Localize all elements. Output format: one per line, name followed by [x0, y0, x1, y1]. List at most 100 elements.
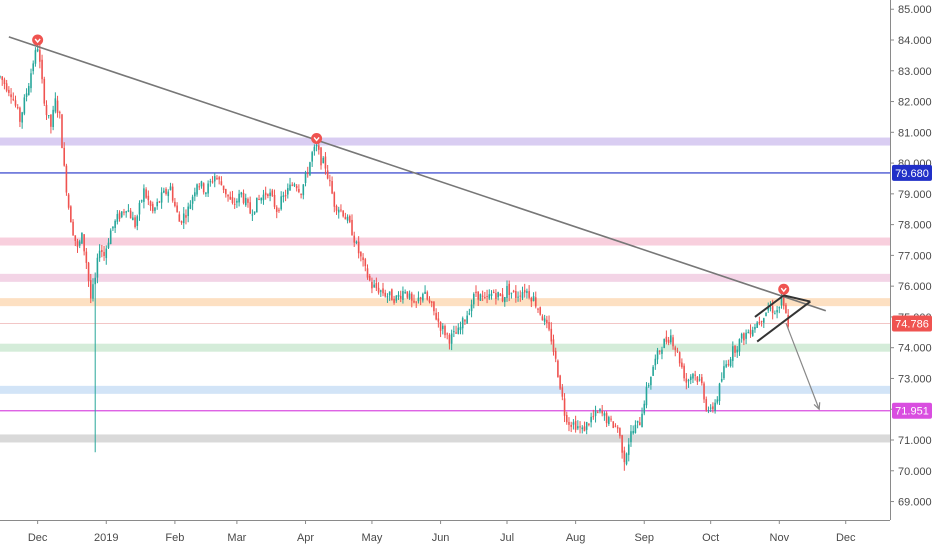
candle-body	[539, 307, 541, 315]
time-tick-label: Dec	[28, 532, 48, 544]
candle-body	[455, 332, 457, 334]
candle-body	[200, 181, 203, 187]
candle-body	[233, 203, 236, 205]
candle-body	[78, 241, 81, 246]
candle-body	[448, 334, 451, 344]
candle-body	[344, 216, 347, 220]
candle-body	[269, 192, 271, 196]
candle-body	[749, 329, 752, 335]
candle-body	[639, 422, 641, 426]
candle-body	[132, 217, 134, 221]
candle-body	[634, 424, 637, 433]
candle-body	[683, 365, 685, 379]
candle-body	[158, 201, 161, 203]
candle-body	[616, 427, 619, 429]
candle-body	[107, 242, 110, 248]
candle-body	[187, 206, 189, 217]
candle-body	[275, 207, 278, 212]
candle-body	[698, 379, 701, 381]
candle-body	[705, 399, 708, 411]
candle-body	[260, 197, 263, 201]
candle-body	[689, 376, 692, 380]
arrow-down-icon	[313, 137, 320, 142]
candle-body	[30, 73, 32, 89]
candle-body	[740, 333, 743, 339]
candle-body	[561, 387, 564, 397]
candle-body	[769, 307, 772, 309]
candle-body	[196, 184, 198, 195]
price-tick-label: 77.000	[898, 250, 932, 262]
candle-body	[712, 406, 714, 410]
candle-body	[32, 63, 35, 72]
candle-body	[723, 366, 725, 379]
candle-body	[74, 235, 77, 241]
candle-body	[694, 374, 696, 376]
candle-body	[45, 104, 48, 115]
candle-body	[745, 332, 747, 339]
candle-body	[295, 185, 298, 189]
candle-body	[163, 190, 165, 193]
candle-body	[760, 320, 763, 322]
candle-body	[67, 194, 70, 208]
candle-body	[302, 184, 305, 196]
zone-band-3	[0, 298, 890, 307]
candle-body	[727, 364, 730, 366]
candle-body	[238, 193, 240, 203]
candle-body	[346, 216, 349, 221]
price-tick-label: 85.000	[898, 4, 932, 16]
candle-body	[541, 316, 544, 321]
candle-body	[282, 195, 285, 198]
candle-body	[747, 332, 750, 334]
price-tick-label: 83.000	[898, 66, 932, 78]
candle-body	[515, 291, 517, 298]
candle-body	[605, 412, 608, 424]
candle-body	[377, 287, 380, 293]
candle-body	[27, 86, 30, 96]
candle-body	[601, 410, 603, 414]
time-tick-label: 2019	[94, 532, 118, 544]
time-tick-label: May	[362, 532, 383, 544]
candle-body	[364, 259, 367, 267]
candle-body	[709, 407, 712, 409]
candle-body	[326, 170, 329, 179]
candle-body	[218, 177, 220, 180]
candle-body	[333, 192, 336, 207]
candle-body	[546, 319, 548, 323]
candle-body	[125, 211, 127, 213]
candle-body	[147, 195, 150, 201]
candle-body	[19, 107, 21, 122]
candle-body	[256, 197, 258, 213]
candle-body	[165, 188, 167, 194]
candle-body	[488, 294, 491, 299]
candle-body	[422, 293, 424, 301]
candle-body	[532, 296, 535, 301]
projection-arrow-shaft	[785, 322, 820, 410]
price-tick-label: 76.000	[898, 281, 932, 293]
wedge-apex-line	[783, 294, 811, 303]
candle-body	[386, 296, 389, 298]
candle-body	[1, 76, 4, 80]
candle-body	[765, 312, 767, 316]
time-tick-label: Jun	[432, 532, 450, 544]
sell-marker-circle	[32, 34, 44, 46]
candle-body	[446, 333, 449, 335]
candle-body	[264, 192, 267, 196]
candle-body	[253, 211, 256, 214]
candle-body	[581, 427, 584, 430]
candle-body	[244, 197, 247, 206]
candles-layer	[0, 43, 789, 471]
candle-body	[116, 214, 119, 222]
candle-body	[579, 426, 581, 428]
candle-body	[129, 210, 132, 219]
candle-body	[583, 426, 586, 432]
candle-body	[331, 181, 333, 194]
candle-body	[537, 308, 539, 310]
candle-body	[293, 184, 296, 186]
candle-body	[225, 188, 227, 195]
candle-body	[774, 313, 776, 315]
projection-arrow-head	[813, 402, 821, 411]
candle-body	[313, 146, 316, 152]
candle-body	[171, 186, 174, 201]
